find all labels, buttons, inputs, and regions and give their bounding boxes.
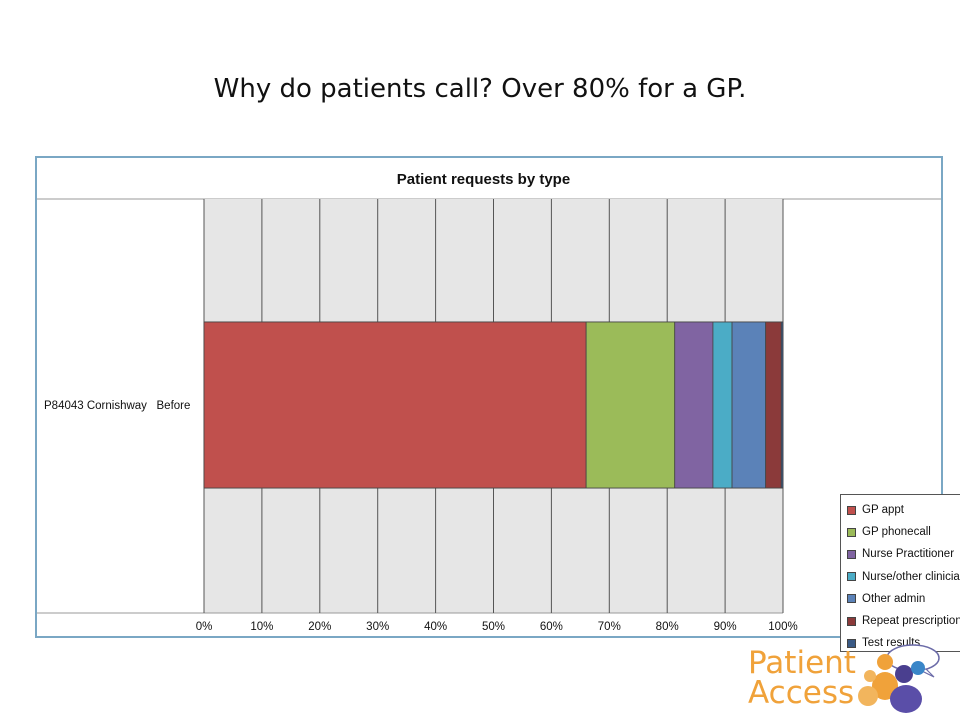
logo-text-line1: Patient — [748, 645, 856, 681]
legend-swatch — [847, 638, 856, 648]
x-tick-label: 60% — [540, 621, 563, 633]
x-tick-label: 40% — [424, 621, 447, 633]
legend-label: GP appt — [862, 504, 904, 517]
legend-label: Repeat prescription — [862, 615, 960, 628]
x-tick-label: 50% — [482, 621, 505, 633]
chart-frame: Patient requests by type 0% 10% 20% 30% 40% 50… — [35, 156, 960, 652]
x-tick-label: 30% — [366, 621, 389, 633]
legend-label: GP phonecall — [862, 526, 931, 539]
legend-item: Nurse Practitioner — [847, 543, 960, 565]
legend-swatch — [847, 549, 856, 559]
x-tick-label: 20% — [308, 621, 331, 633]
legend-label: Nurse Practitioner — [862, 548, 955, 561]
legend-swatch — [847, 594, 856, 604]
chart-legend: GP appt GP phonecall Nurse Practitioner Nur… — [840, 494, 960, 652]
legend-item: Repeat prescription — [847, 610, 960, 632]
x-tick-label: 80% — [656, 621, 679, 633]
slide-title: Why do patients call? Over 80% for a GP. — [213, 74, 747, 104]
legend-label: Other admin — [862, 592, 926, 605]
legend-swatch — [847, 527, 856, 537]
legend-item: GP phonecall — [847, 521, 960, 543]
legend-swatch — [847, 505, 856, 515]
bar-segment — [780, 321, 784, 489]
category-label: P84043 Cornishway Before — [44, 400, 190, 412]
chart-title: Patient requests by type — [397, 171, 570, 188]
legend-item: Nurse/other clinician — [847, 566, 960, 588]
bar-segment — [731, 321, 767, 489]
bar-segment — [203, 321, 587, 489]
legend-item: Other admin — [847, 588, 960, 610]
bar-segment — [585, 321, 676, 489]
x-tick-label: 0% — [196, 621, 213, 633]
legend-label: Nurse/other clinician — [862, 570, 960, 583]
logo-text-line2: Access — [748, 675, 855, 711]
bar-segment — [765, 321, 782, 489]
legend-item: GP appt — [847, 499, 960, 521]
legend-swatch — [847, 616, 856, 626]
patient-access-logo: Patient Access — [748, 640, 948, 715]
x-tick-label: 90% — [714, 621, 737, 633]
stacked-bar-chart: Patient requests by type 0% 10% 20% 30% 40% 50… — [37, 171, 941, 633]
bar-segment — [712, 321, 733, 489]
x-tick-label: 70% — [598, 621, 621, 633]
legend-swatch — [847, 572, 856, 582]
bar-segment — [674, 321, 714, 489]
x-tick-label: 10% — [250, 621, 273, 633]
x-tick-label: 100% — [768, 621, 797, 633]
people-speech-bubbles-icon — [858, 644, 940, 713]
